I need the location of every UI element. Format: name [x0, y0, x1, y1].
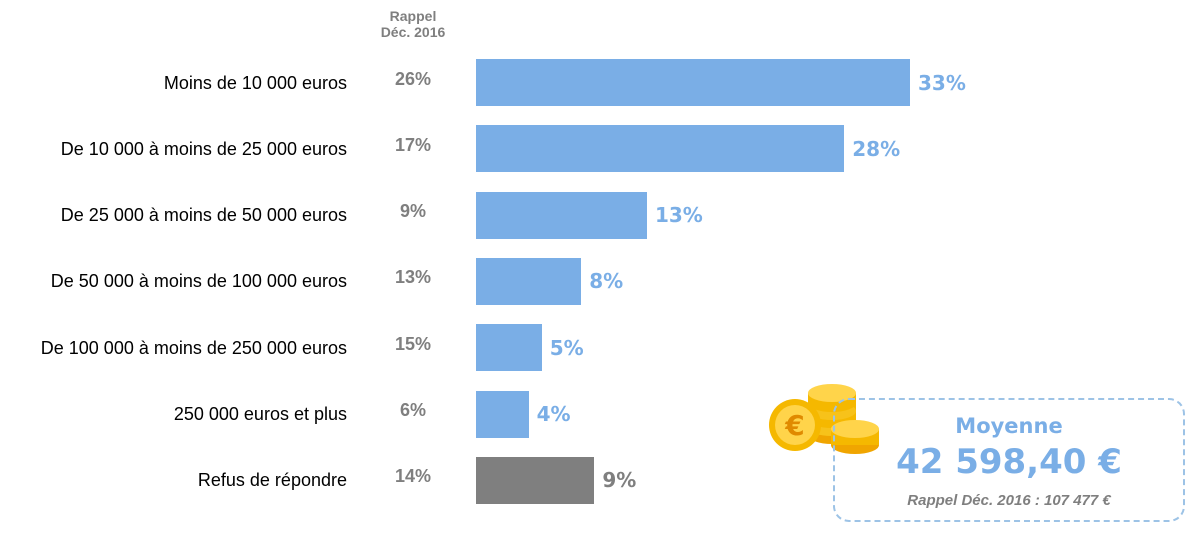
bar-value-label: 33%	[918, 70, 966, 95]
bar	[476, 125, 845, 173]
bar-value-label: 4%	[536, 402, 571, 426]
category-label: De 10 000 à moins de 25 000 euros	[60, 138, 347, 159]
category-label: De 100 000 à moins de 250 000 euros	[40, 337, 347, 358]
bar	[476, 390, 529, 438]
category-label: De 50 000 à moins de 100 000 euros	[50, 271, 347, 292]
bar	[476, 191, 647, 239]
average-reference: Rappel Déc. 2016 : 107 477 €	[907, 492, 1111, 509]
reference-value-label: 6%	[399, 400, 426, 420]
bar-value-label: 28%	[852, 136, 901, 161]
average-value: 42 598,40 €	[896, 442, 1122, 482]
bar-value-label: 5%	[549, 335, 584, 360]
category-label: Moins de 10 000 euros	[163, 72, 347, 93]
reference-value-label: 15%	[394, 333, 432, 354]
reference-value-label: 13%	[394, 267, 432, 288]
category-label: 250 000 euros et plus	[173, 404, 347, 424]
bar	[476, 257, 582, 305]
bar	[476, 59, 910, 106]
bar	[476, 456, 595, 504]
bar-value-label: 8%	[589, 269, 624, 294]
reference-column-header: Rappel Déc. 2016	[380, 8, 446, 40]
svg-text:€: €	[784, 409, 804, 442]
average-summary-box: Moyenne 42 598,40 € Rappel Déc. 2016 : 1…	[833, 398, 1185, 522]
category-label: De 25 000 à moins de 50 000 euros	[60, 205, 347, 226]
reference-value-label: 26%	[394, 68, 432, 89]
reference-value-label: 14%	[394, 466, 432, 487]
bar-value-label: 13%	[654, 203, 703, 228]
category-label: Refus de répondre	[197, 470, 347, 491]
reference-value-label: 9%	[399, 201, 426, 222]
average-title: Moyenne	[955, 414, 1063, 438]
bar-value-label: 9%	[602, 468, 637, 493]
reference-value-label: 17%	[394, 134, 432, 155]
bar	[476, 324, 542, 372]
